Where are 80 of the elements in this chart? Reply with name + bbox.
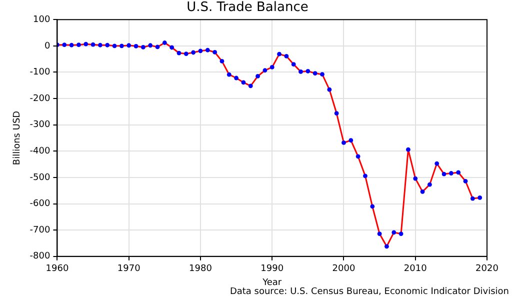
point bbox=[119, 44, 124, 48]
x-tick-label: 1960 bbox=[46, 264, 69, 274]
y-tick-label: -600 bbox=[30, 199, 50, 210]
point bbox=[241, 80, 246, 85]
y-tick-label: 0 bbox=[44, 41, 50, 52]
point bbox=[176, 50, 182, 56]
point bbox=[291, 62, 296, 67]
point bbox=[356, 154, 360, 159]
y-tick-label: -700 bbox=[30, 225, 50, 236]
point bbox=[377, 232, 382, 236]
point bbox=[170, 45, 174, 50]
point bbox=[463, 178, 468, 184]
x-tick-label: 1990 bbox=[260, 264, 284, 274]
point bbox=[226, 72, 232, 77]
y-tick-label: -800 bbox=[30, 252, 50, 262]
point bbox=[370, 204, 375, 209]
point bbox=[105, 42, 110, 48]
point bbox=[442, 172, 446, 176]
point bbox=[205, 48, 210, 52]
point bbox=[342, 140, 346, 145]
point bbox=[62, 42, 67, 48]
point bbox=[248, 84, 253, 88]
point bbox=[363, 174, 368, 178]
point bbox=[134, 44, 138, 48]
point bbox=[470, 196, 475, 201]
point bbox=[220, 58, 224, 64]
point bbox=[277, 52, 282, 56]
point bbox=[306, 68, 310, 74]
x-tick-label: 2020 bbox=[476, 264, 499, 274]
chart-title: U.S. Trade Balance bbox=[186, 0, 308, 16]
point bbox=[148, 43, 153, 48]
point bbox=[406, 147, 410, 152]
point bbox=[478, 196, 482, 200]
y-tick-label: -100 bbox=[30, 68, 50, 78]
point bbox=[69, 42, 74, 48]
point bbox=[234, 76, 238, 80]
point bbox=[413, 176, 418, 181]
y-tick-label: -400 bbox=[30, 146, 50, 156]
point bbox=[155, 44, 160, 50]
y-tick-label: -500 bbox=[30, 172, 50, 183]
y-tick-label: -200 bbox=[30, 94, 50, 104]
point bbox=[191, 50, 196, 55]
point bbox=[312, 71, 318, 76]
x-tick-label: 1970 bbox=[117, 264, 141, 274]
point bbox=[76, 42, 81, 48]
point bbox=[284, 54, 289, 58]
point bbox=[420, 189, 425, 194]
x-tick-label: 2010 bbox=[404, 264, 428, 274]
point bbox=[212, 50, 218, 54]
point bbox=[320, 72, 324, 77]
point bbox=[327, 87, 332, 92]
point bbox=[434, 161, 440, 166]
point bbox=[398, 232, 404, 236]
point bbox=[334, 111, 339, 116]
point bbox=[98, 42, 102, 48]
point bbox=[427, 182, 432, 187]
point bbox=[348, 138, 354, 143]
point bbox=[184, 52, 188, 56]
point bbox=[256, 74, 260, 78]
point bbox=[456, 170, 461, 175]
point bbox=[84, 42, 88, 46]
point bbox=[298, 69, 303, 74]
point bbox=[270, 65, 274, 70]
point bbox=[262, 68, 268, 73]
point bbox=[448, 171, 454, 176]
y-tick-label: -300 bbox=[30, 120, 50, 130]
source-note: Data source: U.S. Census Bureau, Economic Indicator Division bbox=[230, 286, 509, 297]
point bbox=[112, 44, 117, 48]
point bbox=[126, 43, 132, 48]
x-tick-label: 1980 bbox=[189, 264, 212, 274]
point bbox=[90, 42, 96, 47]
x-tick-label: 2000 bbox=[332, 264, 356, 274]
point bbox=[140, 45, 146, 50]
point bbox=[384, 244, 389, 249]
y-tick-label: 100 bbox=[33, 14, 50, 25]
y-axis-title: Billions USD bbox=[12, 110, 23, 166]
point bbox=[198, 48, 203, 54]
point bbox=[392, 230, 396, 235]
point bbox=[162, 40, 167, 45]
x-axis-title: Year bbox=[262, 278, 282, 288]
